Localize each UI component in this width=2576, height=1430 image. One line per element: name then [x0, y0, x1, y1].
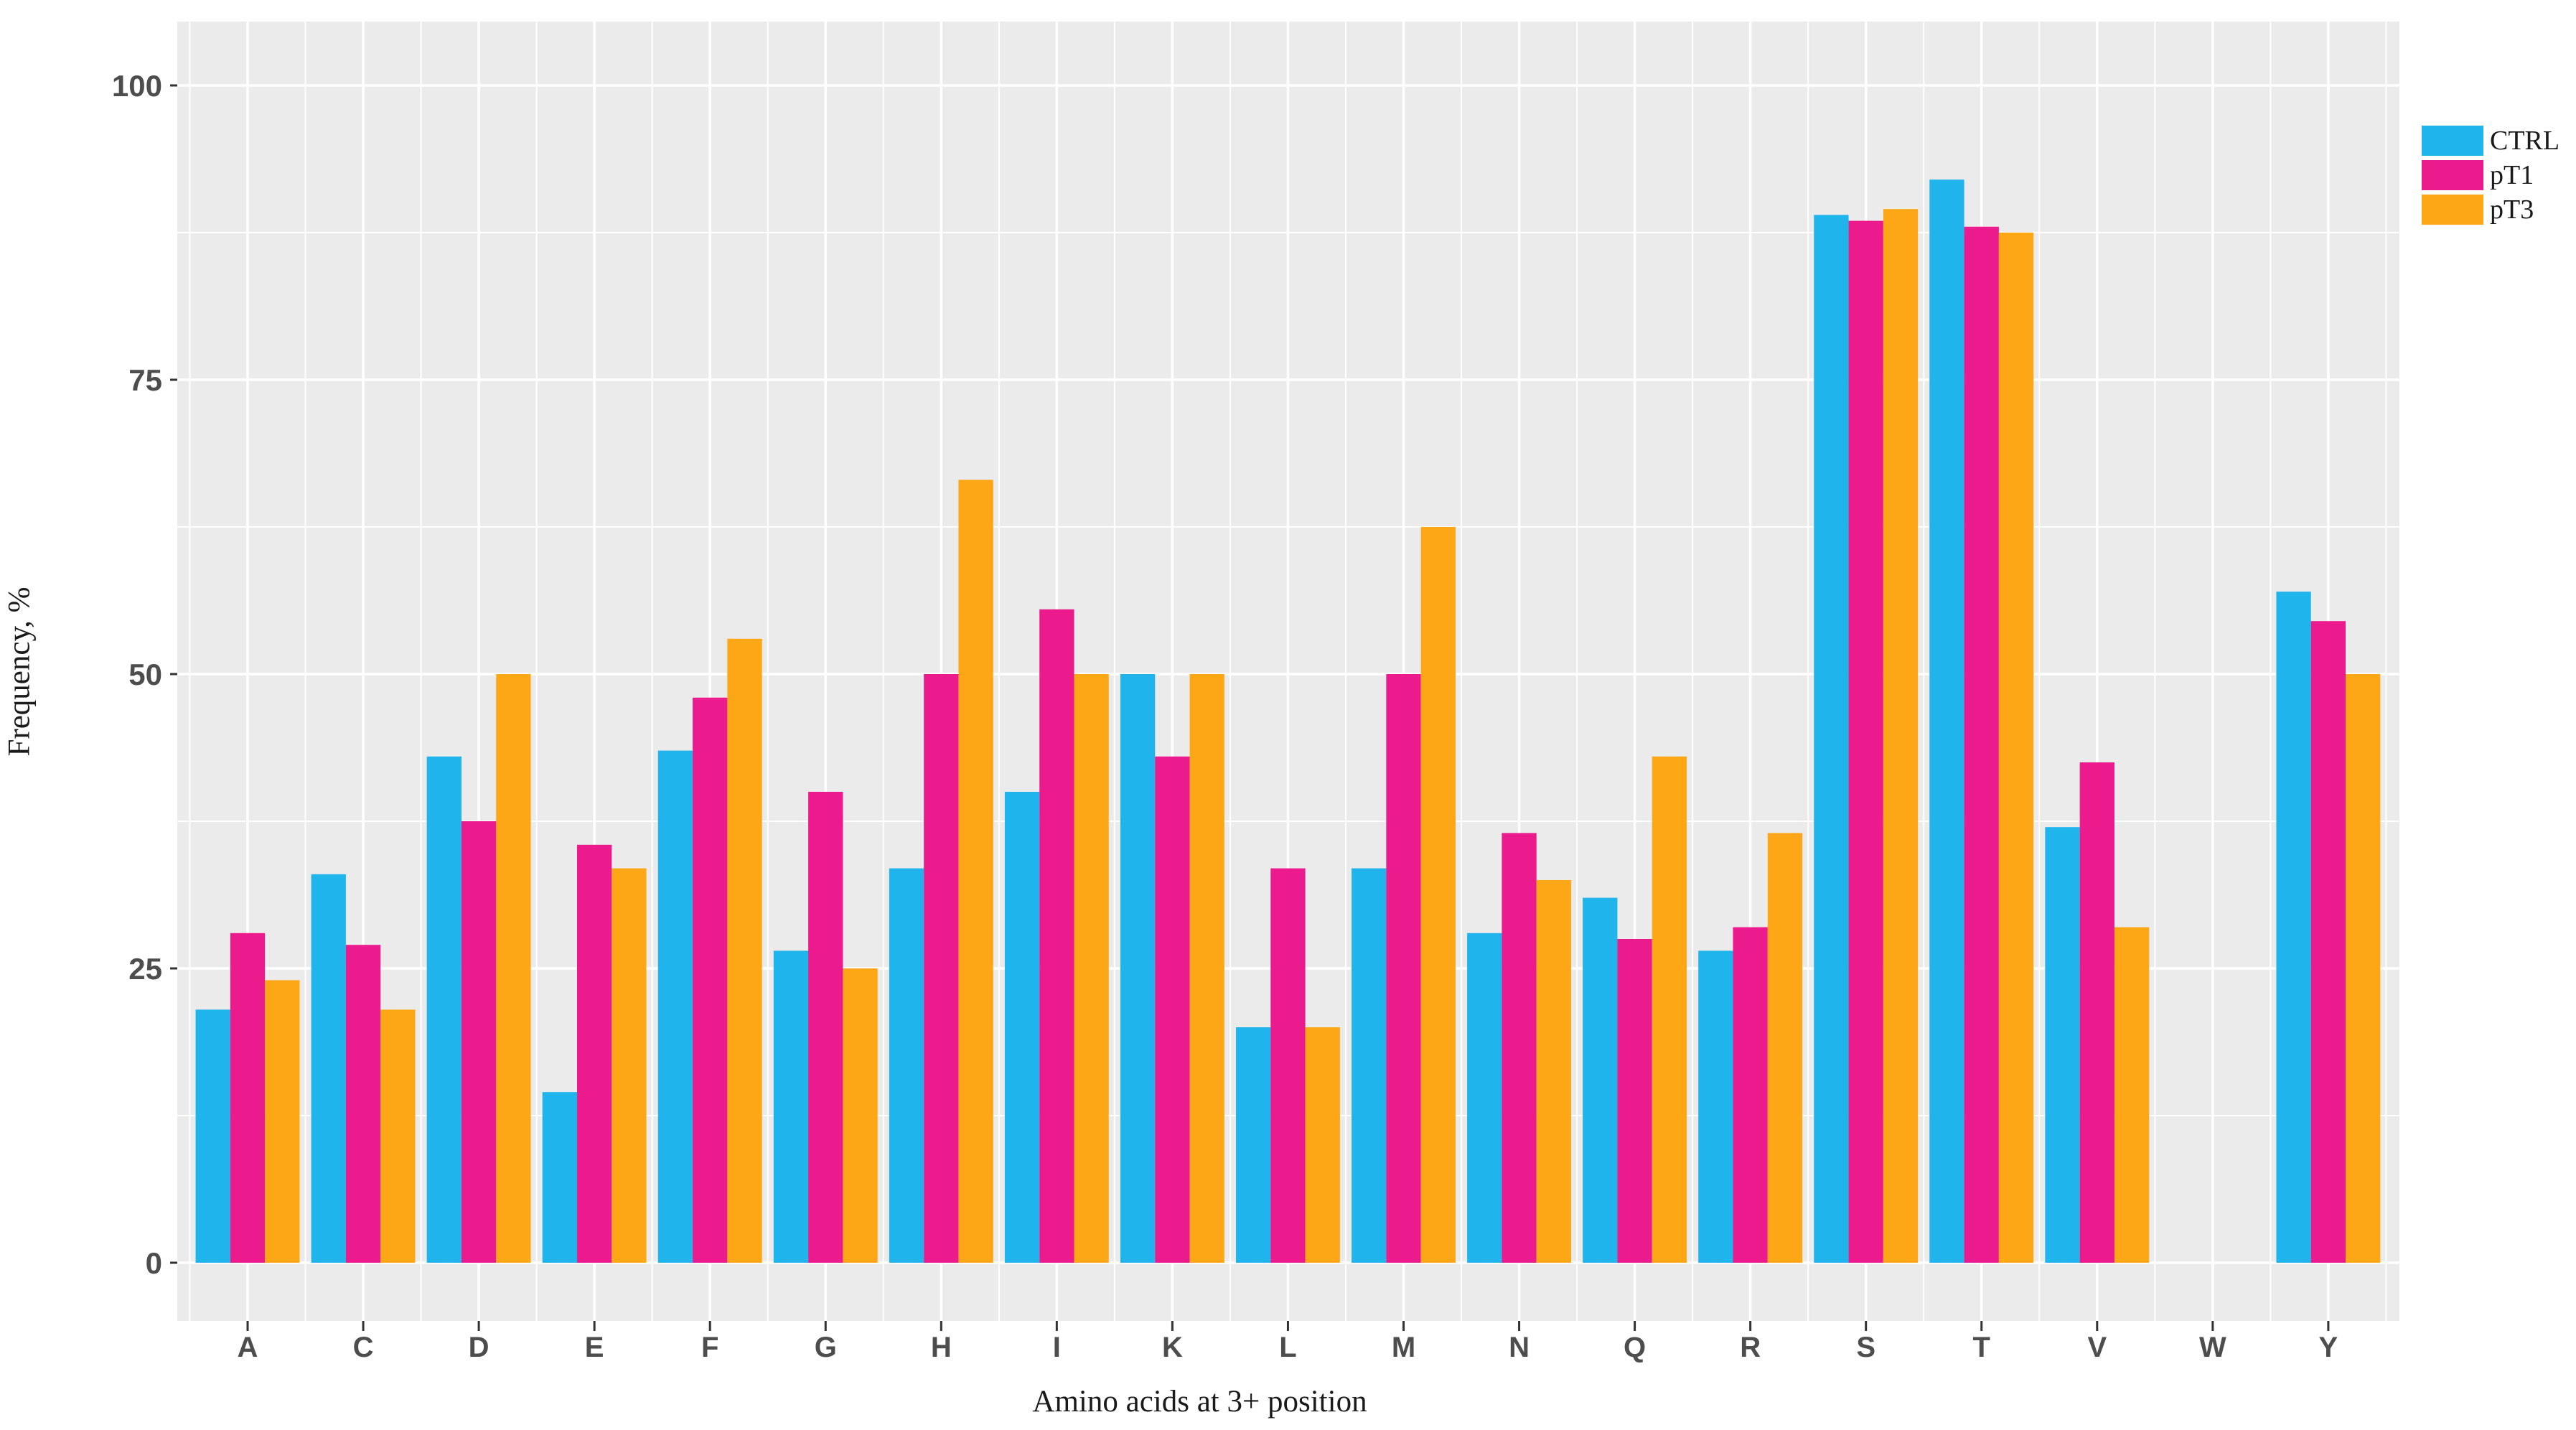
bar-pT1-R: [1733, 927, 1768, 1263]
bar-CTRL-S: [1814, 215, 1849, 1263]
bar-CTRL-E: [542, 1092, 577, 1263]
legend-item-CTRL: CTRL: [2422, 126, 2559, 156]
bar-CTRL-T: [1929, 179, 1964, 1263]
x-tick-label-V: V: [2087, 1332, 2107, 1363]
bar-CTRL-I: [1004, 792, 1040, 1263]
x-tick-label-H: H: [931, 1332, 952, 1363]
bar-CTRL-F: [657, 750, 693, 1263]
bar-CTRL-M: [1352, 868, 1387, 1263]
bar-pT1-D: [461, 821, 497, 1263]
legend-swatch-pT1: [2422, 160, 2483, 190]
y-tick-label: 50: [128, 658, 162, 691]
bar-pT3-S: [1883, 209, 1919, 1263]
bar-CTRL-K: [1120, 674, 1156, 1263]
bar-CTRL-D: [426, 756, 462, 1263]
x-tick-label-Q: Q: [1624, 1332, 1646, 1363]
x-tick-label-G: G: [815, 1332, 837, 1363]
x-axis-title: Amino acids at 3+ position: [1032, 1385, 1367, 1419]
legend-label-pT3: pT3: [2490, 195, 2534, 225]
bar-CTRL-G: [773, 950, 809, 1263]
bar-pT1-H: [924, 674, 959, 1263]
legend-label-CTRL: CTRL: [2490, 126, 2560, 156]
bar-pT3-T: [1998, 233, 2034, 1263]
bar-CTRL-V: [2045, 827, 2080, 1263]
legend: CTRL pT1 pT3: [2422, 126, 2559, 225]
legend-swatch-CTRL: [2422, 126, 2483, 156]
bar-pT1-C: [345, 945, 381, 1263]
bar-pT3-A: [265, 980, 300, 1263]
bar-CTRL-N: [1467, 933, 1502, 1263]
bar-pT1-I: [1039, 609, 1074, 1263]
bar-CTRL-L: [1236, 1027, 1271, 1263]
bar-pT1-S: [1848, 220, 1883, 1263]
x-tick-label-K: K: [1162, 1332, 1183, 1363]
bar-pT1-Q: [1617, 939, 1652, 1263]
bar-pT1-A: [230, 933, 266, 1263]
bar-pT1-V: [2079, 762, 2114, 1263]
bar-pT1-F: [693, 697, 728, 1263]
x-tick-label-C: C: [353, 1332, 374, 1363]
y-tick-label: 25: [128, 952, 162, 986]
y-axis-title: Frequency, %: [2, 587, 37, 757]
bar-pT3-F: [727, 638, 762, 1263]
bar-pT3-G: [843, 968, 878, 1263]
bar-pT1-K: [1155, 756, 1190, 1263]
legend-label-pT1: pT1: [2490, 160, 2534, 190]
bar-pT1-G: [808, 792, 843, 1263]
bar-pT3-C: [380, 1009, 416, 1263]
bar-pT3-Q: [1652, 756, 1687, 1263]
bar-CTRL-A: [195, 1009, 230, 1263]
x-tick-label-R: R: [1740, 1332, 1761, 1363]
bar-pT3-Y: [2346, 674, 2381, 1263]
x-tick-label-F: F: [701, 1332, 718, 1363]
bar-CTRL-C: [311, 874, 346, 1263]
x-tick-label-A: A: [238, 1332, 258, 1363]
bar-CTRL-Y: [2276, 592, 2311, 1263]
bar-pT1-M: [1386, 674, 1421, 1263]
y-tick-label: 75: [128, 363, 162, 397]
x-tick-label-Y: Y: [2319, 1332, 2338, 1363]
bar-pT3-E: [612, 868, 647, 1263]
x-tick-label-E: E: [585, 1332, 604, 1363]
bar-pT3-H: [958, 480, 993, 1263]
legend-item-pT3: pT3: [2422, 195, 2559, 225]
bar-pT1-L: [1270, 868, 1306, 1263]
x-tick-label-M: M: [1392, 1332, 1415, 1363]
x-tick-label-D: D: [469, 1332, 490, 1363]
x-tick-label-T: T: [1973, 1332, 1990, 1363]
bar-pT1-E: [577, 844, 612, 1263]
legend-swatch-pT3: [2422, 195, 2483, 225]
bar-pT3-M: [1420, 527, 1456, 1263]
y-tick-label: 0: [146, 1246, 162, 1280]
x-tick-label-I: I: [1053, 1332, 1061, 1363]
bar-pT3-L: [1305, 1027, 1340, 1263]
bar-pT3-R: [1767, 833, 1803, 1263]
bar-pT3-V: [2114, 927, 2150, 1263]
x-tick-label-L: L: [1279, 1332, 1296, 1363]
bar-CTRL-Q: [1583, 897, 1618, 1263]
bar-pT3-I: [1074, 674, 1109, 1263]
bar-pT3-N: [1536, 880, 1571, 1263]
bar-CTRL-R: [1698, 950, 1733, 1263]
bar-pT1-Y: [2310, 621, 2346, 1263]
y-tick-label: 100: [112, 69, 162, 103]
bar-pT1-T: [1964, 226, 1999, 1263]
bar-pT3-K: [1189, 674, 1224, 1263]
x-tick-label-W: W: [2199, 1332, 2226, 1363]
bar-CTRL-H: [889, 868, 924, 1263]
x-tick-label-N: N: [1509, 1332, 1530, 1363]
bar-pT3-D: [496, 674, 531, 1263]
legend-item-pT1: pT1: [2422, 160, 2559, 190]
x-tick-label-S: S: [1856, 1332, 1875, 1363]
bar-pT1-N: [1502, 833, 1537, 1263]
